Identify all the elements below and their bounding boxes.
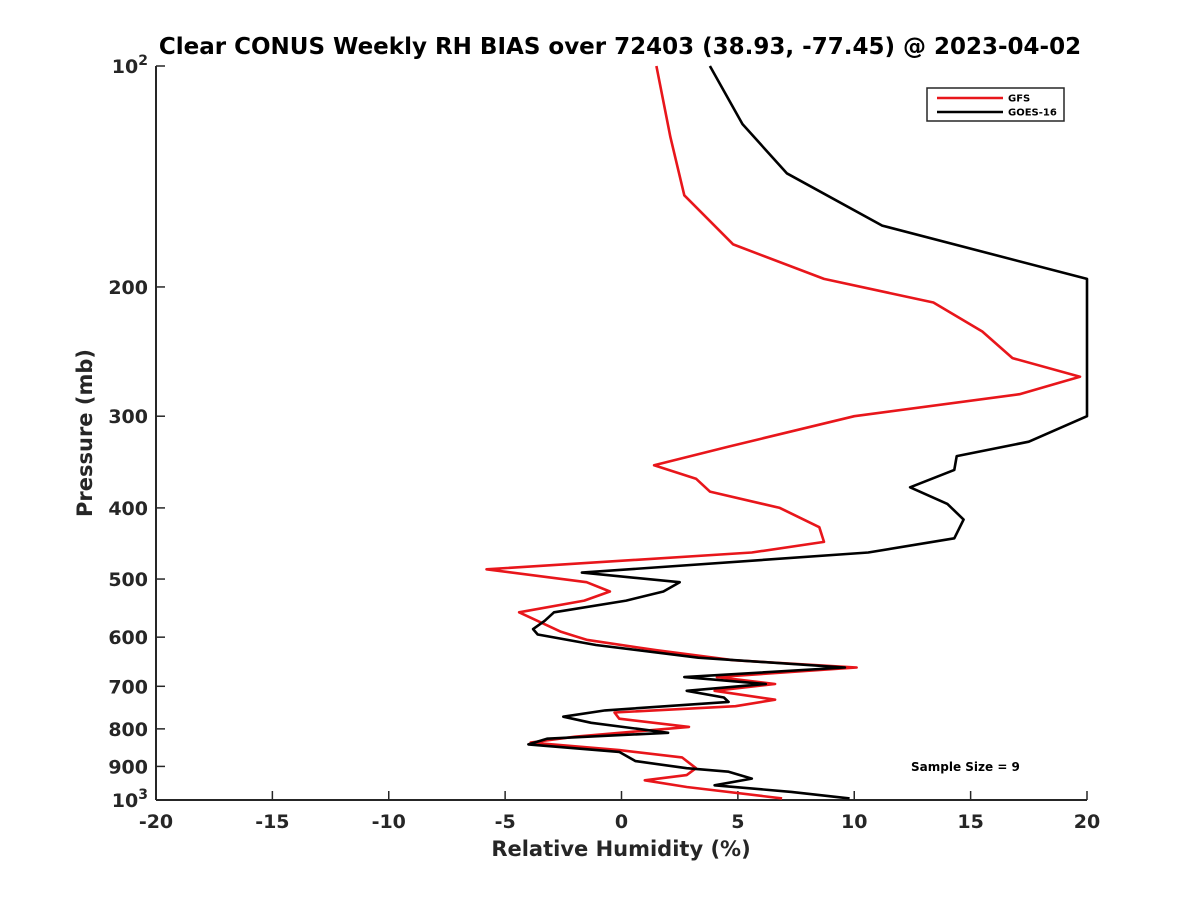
- x-tick-label: 20: [1074, 811, 1100, 833]
- legend-box: [926, 87, 1065, 122]
- x-tick-label: 15: [957, 811, 983, 833]
- y-tick-label: 400: [108, 498, 148, 520]
- x-tick-label: 0: [615, 811, 628, 833]
- sample-size-annotation: Sample Size = 9: [911, 760, 1020, 774]
- y-tick-label: 600: [108, 627, 148, 649]
- x-tick-label: -20: [139, 811, 173, 833]
- x-tick-label: -15: [255, 811, 289, 833]
- y-tick-label: 500: [108, 569, 148, 591]
- y-tick-label: 103: [112, 787, 148, 812]
- x-axis-ticks: -20 -15 -10 -5 0 5 10 15 20: [139, 791, 1100, 833]
- x-axis-label: Relative Humidity (%): [491, 837, 750, 861]
- y-axis-ticks: 102 200 300 400 500 600 700 800 900 103: [108, 53, 165, 812]
- y-tick-label: 800: [108, 719, 148, 741]
- x-tick-label: -5: [495, 811, 516, 833]
- series-line-goes-16: [527, 65, 1089, 800]
- x-tick-label: 5: [731, 811, 744, 833]
- y-tick-label: 900: [108, 756, 148, 778]
- plot-area: [155, 66, 1087, 801]
- x-tick-label: 10: [841, 811, 867, 833]
- series-line-gfs: [485, 65, 1082, 800]
- y-tick-label: 200: [108, 277, 148, 299]
- legend-label: GOES-16: [1008, 108, 1057, 119]
- y-tick-label: 102: [112, 53, 148, 78]
- x-tick-label: -10: [372, 811, 406, 833]
- series-layer: [485, 65, 1089, 800]
- y-axis-label: Pressure (mb): [73, 349, 97, 517]
- legend-label: GFS: [1008, 94, 1030, 105]
- legend: GFS GOES-16: [926, 87, 1065, 122]
- chart-title: Clear CONUS Weekly RH BIAS over 72403 (3…: [159, 34, 1081, 60]
- y-tick-label: 300: [108, 406, 148, 428]
- y-tick-label: 700: [108, 676, 148, 698]
